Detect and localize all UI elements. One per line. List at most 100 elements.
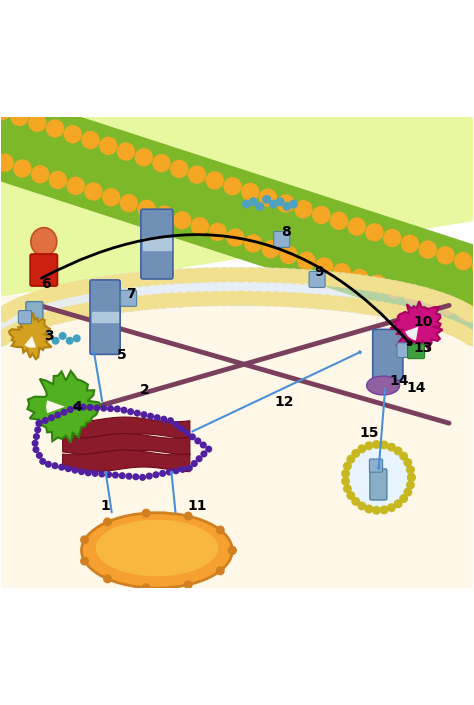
Circle shape [103, 189, 119, 206]
Circle shape [408, 474, 415, 481]
FancyBboxPatch shape [18, 311, 32, 324]
Circle shape [384, 230, 401, 247]
Circle shape [373, 278, 388, 293]
Polygon shape [63, 450, 190, 472]
Circle shape [182, 269, 197, 283]
Circle shape [135, 410, 140, 416]
Circle shape [173, 422, 179, 427]
Circle shape [41, 288, 56, 302]
Circle shape [263, 195, 270, 203]
Circle shape [81, 404, 86, 410]
Circle shape [47, 286, 62, 301]
Circle shape [294, 293, 310, 308]
Circle shape [49, 171, 66, 188]
Text: 9: 9 [315, 265, 324, 279]
Circle shape [86, 302, 101, 317]
Circle shape [139, 271, 155, 286]
Circle shape [59, 333, 66, 339]
Circle shape [303, 293, 318, 309]
Circle shape [234, 267, 249, 282]
Circle shape [242, 183, 259, 200]
Circle shape [73, 335, 80, 342]
Circle shape [86, 278, 101, 293]
Circle shape [146, 473, 152, 479]
Circle shape [0, 331, 10, 345]
Circle shape [79, 279, 94, 294]
Wedge shape [405, 326, 419, 341]
Bar [143, 238, 171, 250]
Circle shape [21, 294, 36, 309]
Circle shape [277, 292, 292, 307]
Circle shape [38, 338, 45, 344]
Text: 7: 7 [126, 287, 136, 300]
FancyBboxPatch shape [141, 209, 173, 279]
Circle shape [133, 474, 138, 479]
Circle shape [116, 298, 131, 312]
Circle shape [166, 470, 172, 475]
Circle shape [440, 298, 457, 315]
Circle shape [225, 290, 240, 306]
Circle shape [140, 474, 146, 480]
Circle shape [365, 505, 373, 513]
Circle shape [52, 463, 58, 469]
Circle shape [319, 295, 335, 309]
Circle shape [418, 288, 433, 302]
Circle shape [227, 229, 244, 246]
Circle shape [26, 316, 40, 331]
Circle shape [85, 470, 91, 476]
Circle shape [59, 465, 64, 470]
Circle shape [394, 500, 402, 508]
Circle shape [173, 212, 191, 229]
Circle shape [1, 327, 16, 342]
Circle shape [36, 420, 42, 426]
Circle shape [347, 491, 355, 499]
Circle shape [366, 277, 381, 292]
FancyBboxPatch shape [274, 231, 290, 247]
Circle shape [365, 442, 373, 450]
FancyBboxPatch shape [369, 459, 383, 472]
Circle shape [171, 161, 188, 178]
Circle shape [14, 160, 31, 177]
Circle shape [423, 289, 438, 305]
Circle shape [316, 258, 333, 275]
Circle shape [352, 498, 359, 505]
Circle shape [33, 447, 39, 453]
Circle shape [217, 526, 224, 534]
Circle shape [87, 405, 93, 410]
Circle shape [0, 154, 13, 171]
Circle shape [31, 334, 37, 341]
Polygon shape [9, 312, 53, 360]
Circle shape [40, 458, 46, 464]
Circle shape [461, 329, 474, 344]
Text: 2: 2 [140, 384, 150, 397]
Circle shape [43, 417, 48, 423]
FancyBboxPatch shape [373, 329, 403, 380]
Ellipse shape [82, 513, 232, 588]
Circle shape [428, 314, 444, 329]
Circle shape [276, 198, 284, 205]
Circle shape [269, 291, 284, 307]
Circle shape [473, 259, 474, 276]
Circle shape [8, 323, 23, 338]
Circle shape [189, 166, 206, 183]
Circle shape [366, 300, 381, 315]
Wedge shape [46, 400, 65, 413]
Circle shape [148, 413, 154, 419]
Circle shape [336, 273, 351, 288]
Circle shape [65, 282, 81, 297]
Circle shape [286, 293, 301, 307]
FancyBboxPatch shape [120, 290, 137, 306]
Circle shape [251, 291, 266, 306]
Circle shape [12, 298, 27, 313]
Circle shape [342, 470, 349, 477]
Circle shape [394, 447, 402, 455]
Circle shape [400, 453, 408, 460]
Circle shape [99, 471, 105, 477]
Circle shape [407, 466, 414, 474]
Circle shape [400, 283, 415, 298]
Circle shape [100, 299, 116, 314]
Circle shape [36, 313, 51, 328]
Text: 1: 1 [100, 498, 110, 513]
Circle shape [153, 154, 170, 171]
Circle shape [407, 482, 414, 489]
